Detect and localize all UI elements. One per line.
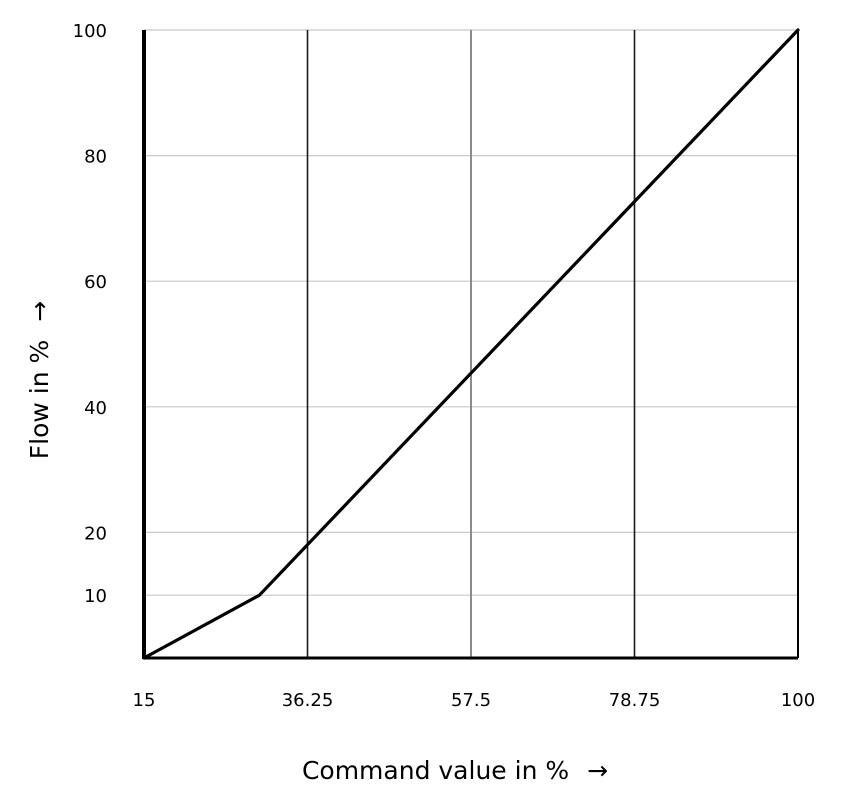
y-tick-label-10: 10 xyxy=(84,586,107,607)
y-axis-title-text: Flow in % xyxy=(25,340,54,460)
y-tick-label-20: 20 xyxy=(84,523,107,544)
x-tick-label-15: 15 xyxy=(133,690,156,711)
y-tick-label-60: 60 xyxy=(84,272,107,293)
x-axis-arrow-icon: → xyxy=(587,756,608,785)
x-tick-label-78.75: 78.75 xyxy=(609,690,661,711)
tick-labels: 15 36.25 57.5 78.75 100 10 20 40 60 80 100 xyxy=(73,21,816,711)
series xyxy=(142,28,800,660)
y-axis-title: Flow in % → xyxy=(25,301,54,459)
y-tick-label-80: 80 xyxy=(84,147,107,168)
x-tick-label-36.25: 36.25 xyxy=(282,690,334,711)
x-tick-label-57.5: 57.5 xyxy=(451,690,491,711)
y-tick-label-40: 40 xyxy=(84,398,107,419)
y-tick-label-100: 100 xyxy=(73,21,107,42)
grid xyxy=(144,29,798,658)
axes xyxy=(142,30,799,660)
x-axis-title: Command value in % → xyxy=(302,756,608,785)
x-tick-label-100: 100 xyxy=(781,690,815,711)
x-axis-title-text: Command value in % xyxy=(302,756,569,785)
y-axis-arrow-icon: → xyxy=(25,301,54,322)
series-line-0 xyxy=(142,28,800,660)
